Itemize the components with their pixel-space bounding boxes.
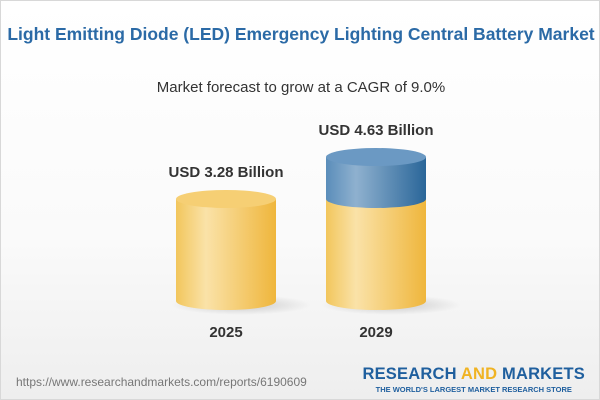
- chart-title: Light Emitting Diode (LED) Emergency Lig…: [7, 24, 595, 44]
- logo-text: AND: [460, 365, 498, 383]
- data-label: USD 4.63 Billion: [318, 122, 433, 139]
- logo-text: RESEARCH: [362, 365, 461, 383]
- cylinder-chart: USD 3.28 Billion 2025 USD 4.63 Billion 2029: [168, 122, 461, 341]
- research-and-markets-logo: RESEARCH AND MARKETS THE WORLD'S LARGEST…: [362, 365, 585, 394]
- bar-growth-2029: [326, 157, 426, 208]
- logo-text: MARKETS: [497, 365, 585, 383]
- cylinder-top: [176, 189, 276, 208]
- data-label: USD 3.28 Billion: [168, 164, 283, 181]
- bar-base-2025: [176, 198, 276, 310]
- category-label: 2029: [359, 324, 392, 341]
- cylinder-top: [326, 148, 426, 167]
- bar-base-2029: [326, 198, 426, 310]
- logo-tagline: THE WORLD'S LARGEST MARKET RESEARCH STOR…: [375, 385, 572, 394]
- source-url[interactable]: https://www.researchandmarkets.com/repor…: [16, 375, 307, 389]
- chart-subtitle: Market forecast to grow at a CAGR of 9.0…: [156, 79, 446, 96]
- category-label: 2025: [209, 324, 242, 341]
